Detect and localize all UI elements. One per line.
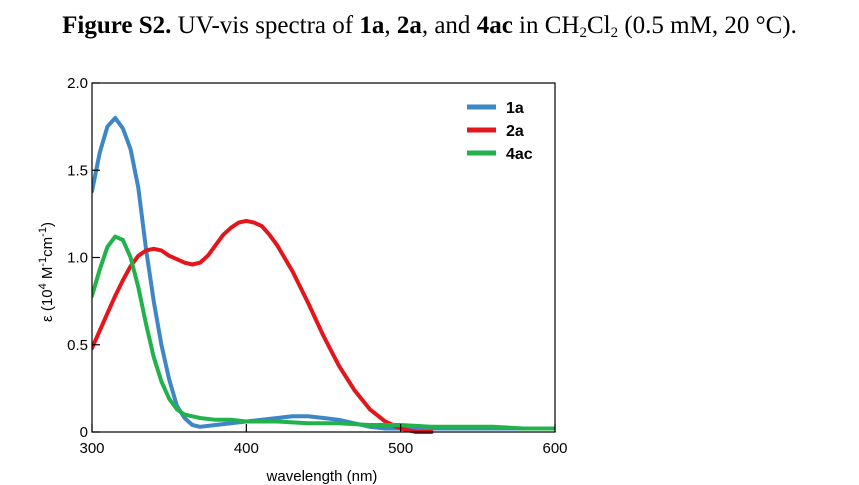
y-tick-label: 2.0: [67, 75, 88, 92]
caption-text: Cl: [586, 12, 611, 39]
caption-compound-3: 4ac: [476, 12, 513, 39]
caption-text: in CH: [512, 12, 580, 39]
x-tick-label: 600: [542, 440, 567, 457]
axes: 0 0.5 1.0 1.5 2.0 300 400 500 600: [67, 75, 567, 457]
caption-separator: , and: [421, 12, 477, 39]
figure-caption: Figure S2. UV-vis spectra of 1a, 2a, and…: [0, 12, 859, 41]
plot-area: [92, 115, 555, 434]
legend-label-2a: 2a: [506, 123, 524, 140]
y-axis-label: ε (104 M-1cm-1): [37, 222, 56, 322]
caption-text: UV-vis spectra of: [171, 12, 360, 39]
caption-text: (0.5 mM, 20 °C).: [618, 12, 797, 39]
legend-label-1a: 1a: [506, 100, 524, 117]
x-axis-label: wavelength (nm): [266, 468, 378, 485]
caption-compound-1: 1a: [359, 12, 385, 39]
series-line-4ac: [92, 234, 555, 431]
legend-label-4ac: 4ac: [506, 146, 533, 163]
series-line-2a: [92, 218, 434, 434]
x-tick-label: 500: [388, 440, 413, 457]
legend: 1a 2a 4ac: [467, 100, 533, 163]
series-line-1a: [92, 115, 555, 431]
caption-compound-2: 2a: [396, 12, 422, 39]
caption-subscript: 2: [610, 25, 619, 41]
y-tick-label: 0: [80, 424, 88, 441]
caption-label: Figure S2.: [62, 12, 172, 39]
caption-subscript: 2: [579, 25, 587, 41]
x-tick-label: 300: [79, 440, 104, 457]
y-tick-label: 0.5: [67, 337, 88, 354]
caption-separator: ,: [384, 12, 397, 39]
y-tick-label: 1.0: [67, 250, 88, 267]
x-tick-label: 400: [234, 440, 259, 457]
y-tick-label: 1.5: [67, 162, 88, 179]
